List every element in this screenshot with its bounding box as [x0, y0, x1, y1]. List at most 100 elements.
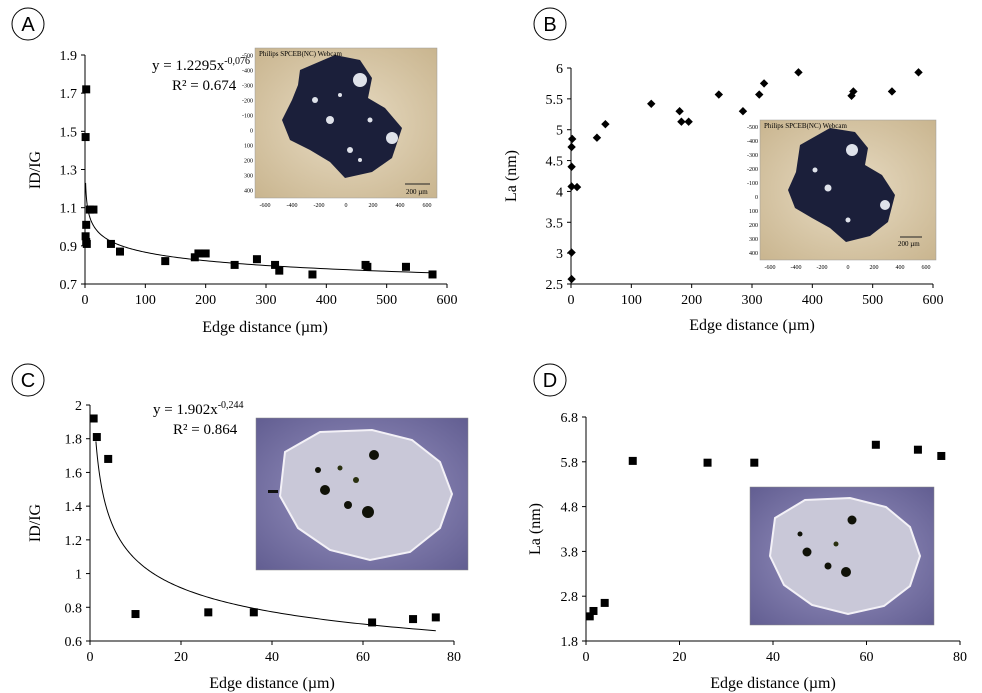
y-tick-label: 1 [75, 568, 82, 583]
data-point [714, 90, 724, 99]
data-point [677, 117, 686, 126]
inset-y-tick: 400 [749, 251, 758, 257]
inset-x-tick: 600 [423, 203, 432, 209]
data-point [887, 87, 897, 96]
y-tick-label: 1.8 [561, 635, 579, 650]
data-point [567, 182, 576, 191]
data-point [89, 205, 98, 214]
inset-y-tick: -300 [242, 84, 253, 90]
inset-y-tick: 100 [244, 144, 253, 150]
data-point [161, 257, 170, 266]
y-tick-label: 0.8 [65, 601, 83, 616]
y-tick-label: 3.5 [546, 216, 564, 231]
y-tick-label: 4.5 [546, 155, 564, 170]
inset-x-tick: -600 [765, 265, 776, 271]
data-point [131, 610, 140, 619]
data-point [252, 255, 261, 264]
data-point [82, 239, 91, 248]
data-point [275, 266, 284, 275]
inset-y-tick: -200 [242, 99, 253, 105]
inset-y-tick: 200 [749, 223, 758, 229]
data-point [601, 119, 610, 129]
x-tick-label: 400 [802, 293, 823, 308]
data-point [628, 456, 637, 465]
power-fit-line [85, 182, 435, 274]
x-tick-label: 0 [568, 293, 575, 308]
data-point [567, 248, 576, 257]
inset-b-caption: Philips SPCEB(NC) Webcam [764, 122, 847, 130]
micrograph-inset-b: 200 µm Philips SPCEB(NC) Webcam -500 -400… [747, 119, 937, 271]
y-tick-label: 1.1 [60, 202, 78, 217]
y-tick-label: 4.8 [561, 501, 579, 516]
data-point [684, 117, 693, 126]
inset-x-tick: 0 [345, 203, 348, 209]
inset-x-tick: 200 [870, 265, 879, 271]
y-tick-label: 5.8 [561, 456, 579, 471]
data-point [363, 262, 372, 271]
y-tick-label: 1.7 [60, 87, 78, 102]
data-point [401, 262, 410, 271]
data-point [759, 79, 769, 88]
inset-y-tick: 400 [244, 189, 253, 195]
inset-y-tick: 0 [250, 129, 253, 135]
inset-y-tick: -300 [747, 153, 758, 159]
inset-y-tick: -100 [242, 114, 253, 120]
data-point [589, 606, 598, 615]
inset-y-tick: 200 [244, 159, 253, 165]
y-tick-label: 0.9 [60, 240, 78, 255]
inset-a-y-ticks: -500 -400 -300 -200 -100 0 100 200 300 400 [242, 54, 253, 195]
inset-x-tick: -200 [314, 203, 325, 209]
data-point [937, 451, 946, 460]
y-tick-label: 6.8 [561, 411, 579, 426]
inset-y-tick: -400 [747, 139, 758, 145]
data-point [849, 87, 858, 96]
data-point [194, 249, 203, 258]
inset-x-tick: -400 [287, 203, 298, 209]
data-point [871, 440, 880, 449]
data-point [600, 598, 609, 607]
y-tick-label: 0.7 [60, 278, 78, 293]
data-point [703, 458, 712, 467]
data-point [249, 608, 258, 617]
x-tick-label: 200 [681, 293, 702, 308]
x-tick-label: 500 [862, 293, 883, 308]
r-squared: R² = 0.864 [173, 422, 238, 438]
y-axis-label: ID/IG [27, 503, 44, 542]
y-axis-label: La (nm) [527, 503, 544, 555]
data-point [675, 107, 684, 116]
data-point [794, 68, 803, 77]
data-point [738, 107, 748, 116]
x-tick-label: 500 [376, 293, 397, 308]
inset-x-tick: 400 [896, 265, 905, 271]
inset-x-tick: 400 [396, 203, 405, 209]
inset-x-tick: -400 [791, 265, 802, 271]
y-tick-label: 3.8 [561, 545, 579, 560]
inset-a-x-ticks: -600 -400 -200 0 200 400 600 [260, 203, 432, 209]
y-tick-label: 1.9 [60, 49, 78, 64]
y-axis-label: La (nm) [503, 150, 520, 202]
data-point [82, 85, 91, 94]
y-tick-label: 2.5 [546, 278, 564, 293]
fit-equation: y = 1.2295x-0,076 [152, 56, 250, 74]
inset-x-tick: 200 [369, 203, 378, 209]
data-point [104, 454, 113, 463]
data-point [308, 270, 317, 279]
inset-y-tick: 0 [755, 195, 758, 201]
panel-letter-a: A [21, 14, 35, 36]
x-axis-label: Edge distance (µm) [710, 675, 836, 692]
data-point [847, 91, 856, 100]
x-axis-label: Edge distance (µm) [202, 319, 328, 336]
data-point [230, 260, 239, 269]
x-axis-label: Edge distance (µm) [209, 675, 335, 692]
y-axis-label: ID/IG [27, 150, 44, 189]
inset-b-y-ticks: -500 -400 -300 -200 -100 0 100 200 300 400 [747, 125, 758, 257]
x-tick-label: 60 [860, 650, 874, 665]
inset-y-tick: 100 [749, 209, 758, 215]
y-tick-label: 1.8 [65, 433, 83, 448]
data-point [750, 458, 759, 467]
panel-label-d: D [533, 363, 567, 397]
data-point [755, 90, 764, 99]
inset-y-tick: -400 [242, 69, 253, 75]
inset-a-scale: 200 µm [406, 188, 428, 196]
inset-y-tick: -500 [747, 125, 758, 131]
